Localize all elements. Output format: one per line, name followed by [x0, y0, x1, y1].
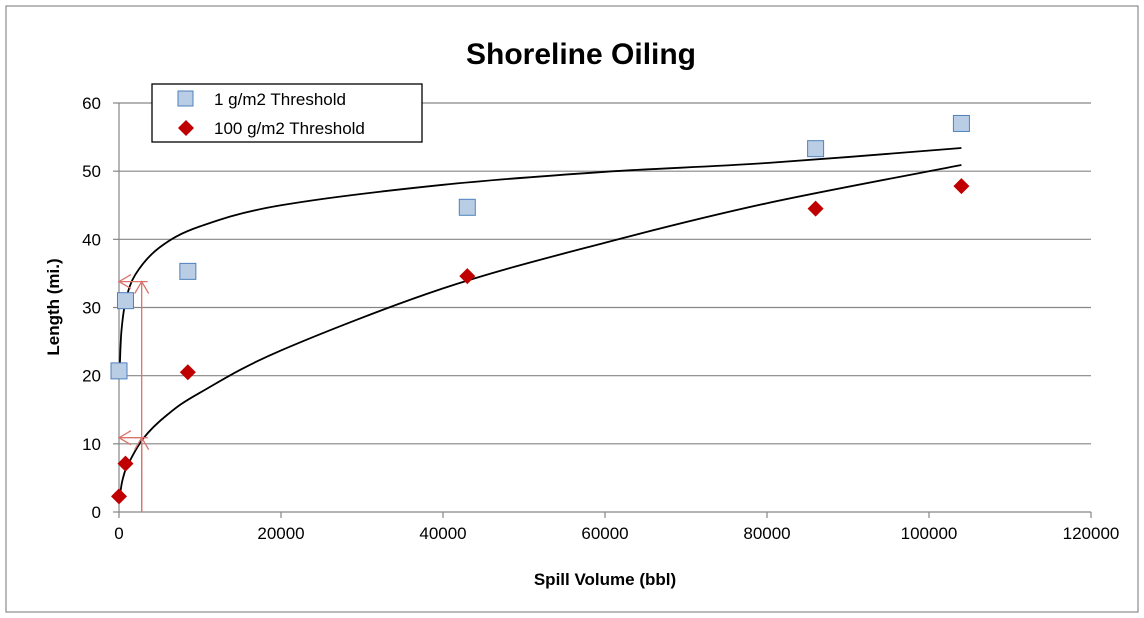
guide-arrowhead-up: [134, 280, 150, 294]
legend: 1 g/m2 Threshold 100 g/m2 Threshold: [151, 83, 423, 143]
point-100g-1: [117, 455, 134, 472]
y-tick-label-60: 60: [82, 94, 101, 113]
point-1g-0: [110, 362, 128, 380]
point-1g-4: [807, 140, 825, 158]
legend-box: [151, 83, 423, 143]
point-100g-4: [807, 200, 824, 217]
guide-annotation-2: [117, 430, 150, 512]
x-axis-ticks: 0 20000 40000 60000 80000 100000 120000: [114, 524, 1119, 543]
legend-marker-1g: [177, 90, 194, 107]
y-axis-ticks: 0 10 20 30 40 50 60: [82, 94, 101, 522]
point-1g-5: [952, 114, 970, 132]
y-tick-label-30: 30: [82, 299, 101, 318]
legend-label-100g: 100 g/m2 Threshold: [214, 119, 365, 138]
x-tick-label-40000: 40000: [419, 524, 466, 543]
guide-arrowhead-up: [134, 436, 150, 451]
data-points: [110, 114, 970, 505]
guide-annotations: [117, 274, 150, 512]
x-tick-label-20000: 20000: [257, 524, 304, 543]
point-1g-1: [116, 292, 134, 310]
y-axis-label: Length (mi.): [44, 258, 63, 355]
point-100g-2: [179, 364, 196, 381]
y-tick-label-50: 50: [82, 162, 101, 181]
x-tick-label-100000: 100000: [901, 524, 958, 543]
y-tick-label-0: 0: [92, 503, 101, 522]
y-tick-label-40: 40: [82, 230, 101, 249]
x-tick-label-0: 0: [114, 524, 123, 543]
point-100g-3: [459, 268, 476, 285]
guide-arrowhead: [117, 274, 132, 290]
x-tick-label-80000: 80000: [743, 524, 790, 543]
y-tick-label-20: 20: [82, 367, 101, 386]
y-tick-label-10: 10: [82, 435, 101, 454]
point-1g-3: [458, 198, 476, 216]
point-100g-5: [953, 178, 970, 195]
point-1g-2: [179, 262, 197, 280]
point-100g-0: [111, 488, 127, 505]
x-tick-label-60000: 60000: [581, 524, 628, 543]
guide-arrowhead: [117, 430, 132, 446]
x-axis-label: Spill Volume (bbl): [534, 570, 676, 589]
chart-title: Shoreline Oiling: [466, 38, 696, 71]
legend-label-1g: 1 g/m2 Threshold: [214, 90, 346, 109]
legend-marker-100g: [178, 120, 194, 136]
x-tick-label-120000: 120000: [1063, 524, 1120, 543]
